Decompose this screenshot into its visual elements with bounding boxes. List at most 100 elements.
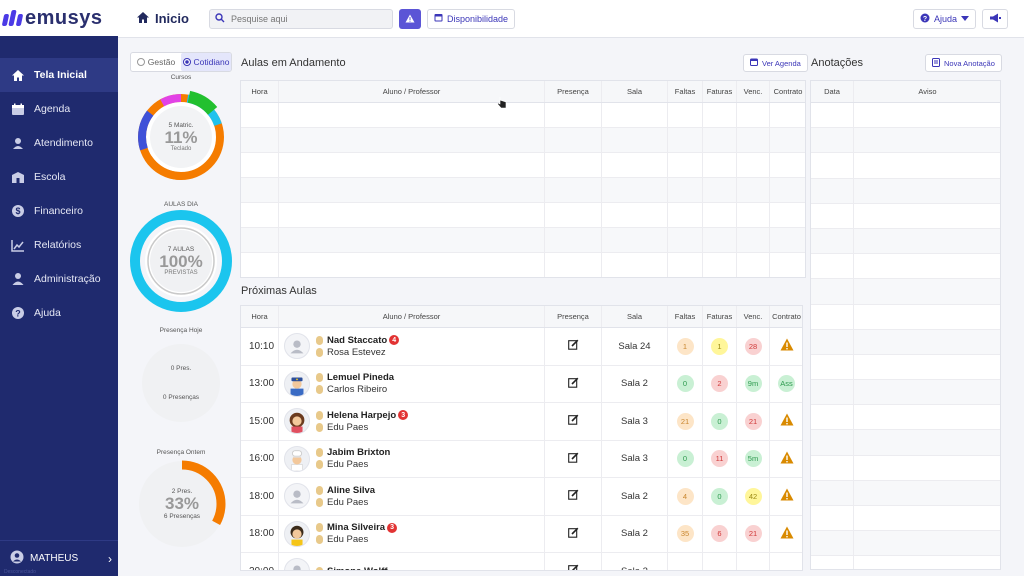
warning-icon[interactable] bbox=[780, 451, 794, 467]
svg-text:?: ? bbox=[15, 309, 21, 319]
edit-icon[interactable] bbox=[567, 339, 579, 353]
aluno-cell[interactable]: Simone Wolff bbox=[279, 553, 545, 570]
sidebar-item-ajuda[interactable]: ? Ajuda bbox=[0, 296, 118, 330]
table-row[interactable]: 16:00 Jabim Brixton Edu Paes Sala 3 0 11 5m bbox=[241, 440, 802, 478]
edit-icon[interactable] bbox=[567, 564, 579, 570]
student-line[interactable]: Mina Silveira 3 bbox=[316, 522, 398, 533]
table-row[interactable]: 18:00 Mina Silveira 3 Edu Paes Sala 2 35 6 21 bbox=[241, 515, 802, 553]
aulas-dia-donut[interactable]: 7 AULAS 100% PREVISTAS bbox=[130, 210, 232, 312]
help-dropdown-button[interactable]: ? Ajuda bbox=[912, 8, 976, 29]
sidebar-item-relatorios[interactable]: Relatórios bbox=[0, 228, 118, 262]
table-row[interactable]: 20:00 Simone Wolff Sala 2 bbox=[241, 553, 802, 570]
student-line[interactable]: Helena Harpejo 3 bbox=[316, 410, 409, 421]
student-line[interactable]: Jabim Brixton bbox=[316, 447, 390, 458]
aluno-cell[interactable]: Nad Staccato 4 Rosa Estevez bbox=[279, 328, 545, 365]
toggle-gestao[interactable]: Gestão bbox=[131, 53, 181, 71]
user-menu[interactable]: MATHEUS › bbox=[0, 540, 118, 576]
faltas-badge[interactable]: 0 bbox=[676, 375, 694, 393]
table-row bbox=[811, 506, 1000, 532]
table-row bbox=[811, 228, 1000, 255]
sidebar-item-tela-inicial[interactable]: Tela Inicial bbox=[0, 58, 118, 92]
sidebar-item-administracao[interactable]: Administração bbox=[0, 262, 118, 296]
student-line[interactable]: Lemuel Pineda bbox=[316, 372, 394, 383]
aluno-cell[interactable]: Lemuel Pineda Carlos Ribeiro bbox=[279, 365, 545, 402]
venc-badge[interactable]: 42 bbox=[744, 487, 762, 505]
search-box[interactable] bbox=[208, 8, 393, 29]
table-cell bbox=[854, 506, 1000, 530]
sidebar-item-agenda[interactable]: Agenda bbox=[0, 92, 118, 126]
teacher-line[interactable]: Rosa Estevez bbox=[316, 347, 399, 358]
disponibilidade-button[interactable]: Disponibilidade bbox=[426, 8, 515, 29]
alert-button[interactable] bbox=[398, 8, 421, 29]
sidebar-item-escola[interactable]: Escola bbox=[0, 160, 118, 194]
venc-badge[interactable]: 21 bbox=[744, 412, 762, 430]
user-name: MATHEUS bbox=[30, 553, 79, 564]
nova-anotacao-button[interactable]: Nova Anotação bbox=[925, 54, 1002, 72]
faltas-badge[interactable]: 0 bbox=[676, 450, 694, 468]
warning-icon[interactable] bbox=[780, 488, 794, 504]
logo-text: emusys bbox=[25, 6, 103, 29]
faturas-badge[interactable]: 11 bbox=[711, 450, 728, 468]
student-dot-icon bbox=[316, 373, 323, 383]
aluno-cell[interactable]: Helena Harpejo 3 Edu Paes bbox=[279, 403, 545, 440]
teacher-line[interactable]: Edu Paes bbox=[316, 534, 397, 545]
presenca-ontem-chart bbox=[138, 460, 226, 548]
presenca-hoje-donut[interactable]: 0 Pres. 0 Presenças bbox=[140, 342, 222, 424]
teacher-dot-icon bbox=[316, 460, 323, 470]
edit-icon[interactable] bbox=[567, 377, 579, 391]
sidebar-item-financeiro[interactable]: $ Financeiro bbox=[0, 194, 118, 228]
home-icon bbox=[10, 67, 26, 83]
faturas-badge[interactable]: 1 bbox=[711, 337, 728, 355]
aluno-cell[interactable]: Mina Silveira 3 Edu Paes bbox=[279, 515, 545, 552]
venc-badge[interactable]: 21 bbox=[744, 525, 762, 543]
faltas-badge[interactable]: 35 bbox=[676, 525, 694, 543]
edit-icon[interactable] bbox=[567, 452, 579, 466]
names: Helena Harpejo 3 Edu Paes bbox=[316, 410, 409, 433]
teacher-line[interactable]: Edu Paes bbox=[316, 497, 375, 508]
presenca-hoje-text: 0 Pres. 0 Presenças bbox=[140, 342, 222, 424]
announcements-button[interactable] bbox=[982, 8, 1008, 29]
warning-icon[interactable] bbox=[780, 413, 794, 429]
venc-badge[interactable]: 9m bbox=[744, 375, 762, 393]
warning-icon[interactable] bbox=[780, 526, 794, 542]
student-line[interactable]: Nad Staccato 4 bbox=[316, 335, 400, 346]
sala-cell: Sala 3 bbox=[602, 403, 668, 440]
teacher-line[interactable]: Edu Paes bbox=[316, 459, 390, 470]
teacher-line[interactable]: Edu Paes bbox=[316, 422, 408, 433]
sidebar-item-atendimento[interactable]: Atendimento bbox=[0, 126, 118, 160]
teacher-line[interactable]: Carlos Ribeiro bbox=[316, 384, 394, 395]
student-line[interactable]: Aline Silva bbox=[316, 485, 375, 496]
toggle-cotidiano[interactable]: Cotidiano bbox=[181, 53, 231, 71]
faltas-badge[interactable]: 4 bbox=[676, 487, 694, 505]
table-row[interactable]: 15:00 Helena Harpejo 3 Edu Paes Sala 3 21 0 21 bbox=[241, 403, 802, 441]
logo[interactable]: emusys bbox=[0, 0, 118, 36]
venc-cell: 9m bbox=[737, 365, 770, 402]
faturas-badge[interactable]: 6 bbox=[711, 525, 728, 543]
faturas-badge[interactable]: 0 bbox=[711, 412, 728, 430]
table-cell bbox=[770, 228, 805, 252]
edit-icon[interactable] bbox=[567, 489, 579, 503]
table-row[interactable]: 10:10 Nad Staccato 4 Rosa Estevez Sala 24 1 1 2… bbox=[241, 328, 802, 366]
aluno-cell[interactable]: Jabim Brixton Edu Paes bbox=[279, 440, 545, 477]
venc-badge[interactable]: 5m bbox=[744, 450, 762, 468]
presenca-ontem-donut[interactable]: 2 Pres. 33% 6 Presenças bbox=[136, 458, 228, 550]
student-line[interactable]: Simone Wolff bbox=[316, 566, 388, 570]
table-row[interactable]: 18:00 Aline Silva Edu Paes Sala 2 4 0 42 bbox=[241, 478, 802, 516]
faturas-badge[interactable]: 0 bbox=[711, 487, 728, 505]
aluno-cell[interactable]: Aline Silva Edu Paes bbox=[279, 478, 545, 515]
faltas-badge[interactable]: 21 bbox=[676, 412, 694, 430]
cursos-donut[interactable]: 5 Matric. 11% Teclado bbox=[132, 88, 230, 186]
venc-badge[interactable]: 28 bbox=[744, 337, 762, 355]
search-input[interactable] bbox=[230, 13, 381, 24]
toggle-gestao-label: Gestão bbox=[147, 57, 176, 67]
student-dot-icon bbox=[316, 335, 323, 345]
faltas-badge[interactable]: 1 bbox=[676, 337, 694, 355]
faturas-badge[interactable]: 2 bbox=[711, 375, 728, 393]
contrato-badge[interactable]: Ass bbox=[778, 375, 795, 393]
edit-icon[interactable] bbox=[567, 414, 579, 428]
ver-agenda-button[interactable]: Ver Agenda bbox=[743, 54, 808, 72]
warning-icon[interactable] bbox=[780, 338, 794, 354]
table-cell bbox=[811, 556, 854, 569]
edit-icon[interactable] bbox=[567, 527, 579, 541]
